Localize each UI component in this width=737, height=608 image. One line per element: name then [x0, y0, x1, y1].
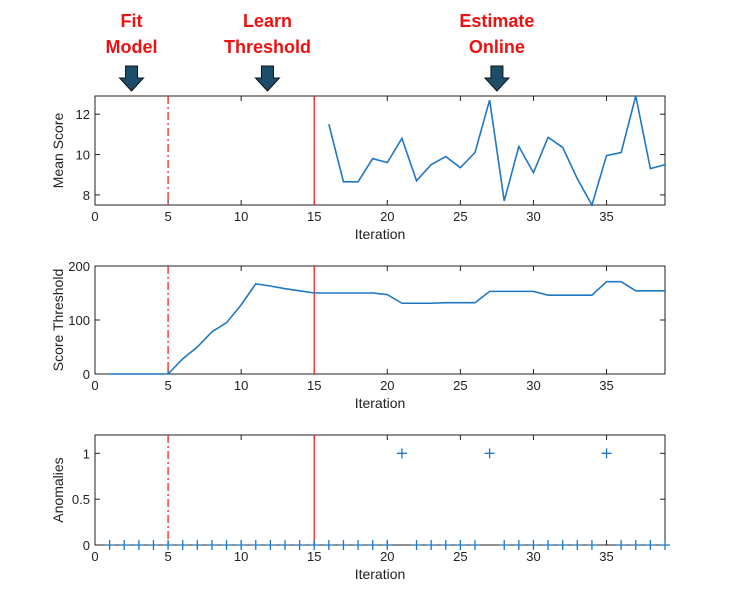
anomaly-marker	[104, 540, 115, 550]
x-tick-label: 10	[234, 378, 248, 393]
x-axis-label: Iteration	[355, 395, 406, 411]
anomaly-marker	[309, 540, 320, 550]
x-tick-label: 15	[307, 549, 321, 564]
anomaly-marker	[148, 540, 159, 550]
down-arrow-icon	[483, 65, 511, 92]
annotation-line1: Learn	[243, 11, 292, 31]
axes-box	[94, 434, 666, 546]
anomaly-marker	[192, 540, 203, 550]
anomaly-marker	[455, 540, 466, 550]
anomaly-marker	[426, 540, 437, 550]
annotation-line2: Threshold	[224, 37, 311, 57]
x-tick-label: 30	[526, 378, 540, 393]
x-tick-label: 0	[91, 209, 98, 224]
y-tick-label: 10	[76, 148, 90, 163]
anomaly-marker	[353, 540, 364, 550]
annotation-line1: Estimate	[459, 11, 534, 31]
annotation-line2: Online	[469, 37, 525, 57]
anomaly-marker	[323, 540, 334, 550]
anomaly-marker	[499, 540, 510, 550]
series-line	[328, 95, 666, 208]
anomaly-marker	[265, 540, 276, 550]
subplot-1: 0 5 10 15 20 25 30 35 8 10 12 Iteration Mean Score	[50, 95, 666, 242]
y-tick-label: 0	[83, 367, 90, 382]
x-tick-label: 35	[599, 378, 613, 393]
x-tick-label: 35	[599, 209, 613, 224]
y-tick-label: 12	[76, 107, 90, 122]
x-tick-label: 10	[234, 549, 248, 564]
anomaly-marker	[221, 540, 232, 550]
x-tick-label: 25	[453, 209, 467, 224]
anomaly-marker	[513, 540, 524, 550]
anomaly-marker	[163, 540, 174, 550]
x-tick-label: 5	[164, 378, 171, 393]
anomaly-marker	[338, 540, 349, 550]
anomaly-marker	[572, 540, 583, 550]
x-tick-label: 0	[91, 378, 98, 393]
y-tick-label: 8	[83, 188, 90, 203]
y-tick-label: 0.5	[72, 492, 90, 507]
x-tick-label: 20	[380, 209, 394, 224]
y-axis-label: Mean Score	[50, 113, 66, 189]
phase-annotation: Learn Threshold	[224, 11, 311, 92]
anomaly-marker	[367, 540, 378, 550]
y-axis-label: Score Threshold	[50, 269, 66, 371]
anomaly-marker	[250, 540, 261, 550]
y-tick-label: 1	[83, 446, 90, 461]
x-tick-label: 15	[307, 378, 321, 393]
x-tick-label: 15	[307, 209, 321, 224]
y-tick-label: 100	[68, 313, 90, 328]
anomaly-marker	[543, 540, 554, 550]
x-tick-label: 10	[234, 209, 248, 224]
anomaly-marker	[133, 540, 144, 550]
anomaly-marker	[645, 540, 656, 550]
y-tick-label: 0	[83, 538, 90, 553]
anomaly-marker	[484, 448, 495, 459]
anomaly-marker	[528, 540, 539, 550]
subplot-2: 0 5 10 15 20 25 30 35 0 100 200 Iteration Score Thre…	[50, 259, 666, 411]
x-tick-label: 20	[380, 378, 394, 393]
anomaly-marker	[586, 540, 597, 550]
y-axis-label: Anomalies	[50, 457, 66, 522]
axes-box	[94, 265, 666, 375]
anomaly-marker	[396, 448, 407, 459]
anomaly-marker	[382, 540, 393, 550]
x-axis-label: Iteration	[355, 226, 406, 242]
anomaly-marker	[294, 540, 305, 550]
phase-annotation: Estimate Online	[459, 11, 534, 92]
x-tick-label: 20	[380, 549, 394, 564]
subplot-3: 0 5 10 15 20 25 30 35 0 0.5 1 Iteration Anomalies	[50, 434, 670, 582]
x-tick-label: 5	[164, 549, 171, 564]
anomaly-marker	[206, 540, 217, 550]
x-tick-label: 25	[453, 549, 467, 564]
annotation-line1: Fit	[121, 11, 143, 31]
anomaly-marker	[630, 540, 641, 550]
down-arrow-icon	[254, 65, 281, 92]
anomaly-marker	[236, 540, 247, 550]
anomaly-marker	[177, 540, 188, 550]
axes-box	[94, 95, 666, 206]
anomaly-marker	[440, 540, 451, 550]
x-tick-label: 0	[91, 549, 98, 564]
x-tick-label: 30	[526, 549, 540, 564]
anomaly-marker	[119, 540, 130, 550]
anomaly-marker	[557, 540, 568, 550]
anomaly-marker	[280, 540, 290, 550]
x-tick-label: 30	[526, 209, 540, 224]
down-arrow-icon	[118, 65, 145, 92]
annotation-line2: Model	[106, 37, 158, 57]
anomaly-marker	[660, 540, 670, 550]
y-tick-label: 200	[68, 259, 90, 274]
x-axis-label: Iteration	[355, 566, 406, 582]
x-tick-label: 25	[453, 378, 467, 393]
x-tick-label: 35	[599, 549, 613, 564]
anomaly-marker	[616, 540, 627, 550]
anomaly-marker	[601, 448, 612, 459]
x-tick-label: 5	[164, 209, 171, 224]
anomaly-marker	[411, 540, 422, 550]
phase-annotation: Fit Model	[106, 11, 158, 92]
anomaly-marker	[470, 540, 480, 550]
